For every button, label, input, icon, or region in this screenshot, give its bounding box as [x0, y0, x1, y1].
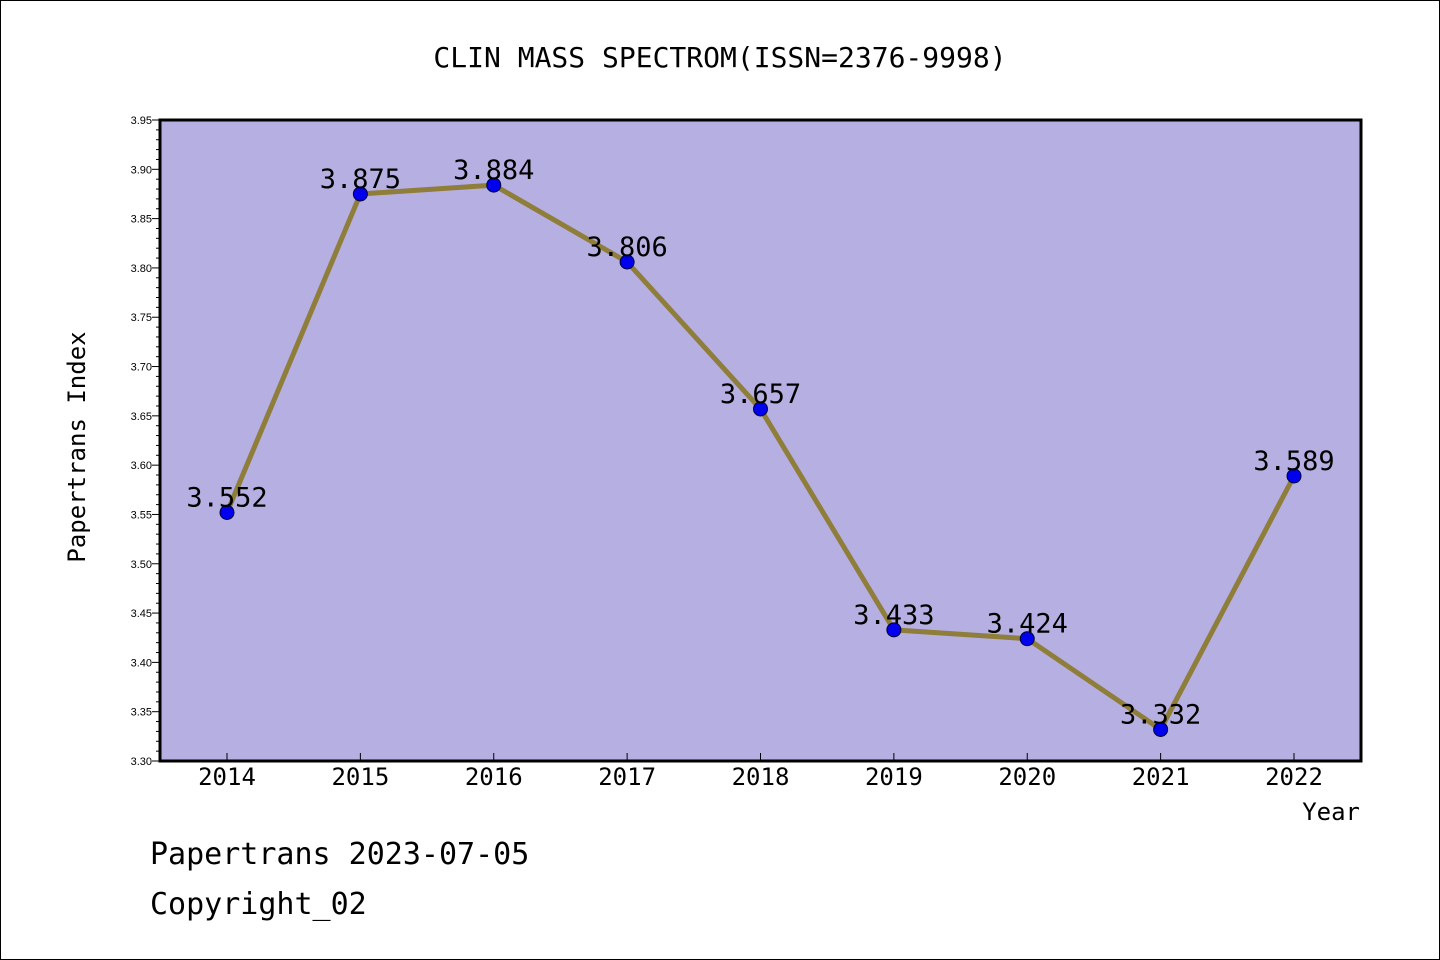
x-tick-label: 2021: [1132, 763, 1190, 791]
x-tick-label: 2020: [998, 763, 1056, 791]
chart-title: CLIN MASS SPECTROM(ISSN=2376-9998): [433, 41, 1006, 74]
y-tick-label: 3.85: [131, 214, 152, 226]
plot-area: [160, 120, 1361, 761]
y-tick-label: 3.30: [131, 756, 152, 768]
data-label: 3.589: [1253, 446, 1334, 477]
data-label: 3.433: [853, 600, 934, 631]
x-tick-label: 2016: [465, 763, 523, 791]
y-tick-label: 3.65: [131, 411, 152, 423]
data-label: 3.424: [987, 609, 1068, 640]
x-tick-label: 2018: [732, 763, 790, 791]
data-point: [886, 622, 902, 638]
y-tick-label: 3.70: [131, 362, 152, 374]
data-point: [352, 186, 368, 202]
data-point: [753, 401, 768, 417]
y-axis: 3.30 3.35 3.40 3.45 3.50 3.55 3.60 3.65 3.70 3.75…: [131, 115, 160, 768]
y-tick-label: 3.90: [131, 164, 152, 176]
data-point: [1019, 631, 1035, 647]
x-axis: 2014 2015 2016 2017 2018 2019 2020 2021 2022: [198, 753, 1323, 791]
y-tick-label: 3.50: [131, 559, 152, 571]
y-tick-label: 3.75: [131, 312, 152, 324]
y-tick-label: 3.40: [131, 657, 152, 669]
x-tick-label: 2022: [1265, 763, 1323, 791]
y-tick-label: 3.55: [131, 509, 152, 521]
series-layer: 3.552 3.875 3.884 3.806 3.657 3.433 3.424 3.332…: [186, 155, 1335, 737]
x-tick-label: 2019: [865, 763, 923, 791]
data-label: 3.884: [453, 155, 534, 186]
y-axis-label: Papertrans Index: [63, 331, 91, 562]
y-tick-label: 3.80: [131, 263, 152, 275]
data-label: 3.875: [320, 164, 401, 195]
data-point: [1286, 468, 1302, 484]
data-point: [619, 254, 635, 270]
data-label: 3.657: [720, 379, 801, 410]
x-tick-label: 2015: [331, 763, 389, 791]
data-point: [1153, 721, 1169, 737]
footer-copyright: Copyright_02: [150, 887, 367, 922]
data-point: [486, 177, 502, 193]
y-tick-label: 3.35: [131, 707, 152, 719]
y-tick-label: 3.95: [131, 115, 152, 127]
data-label: 3.332: [1120, 699, 1201, 730]
data-point: [219, 504, 235, 520]
footer-date: Papertrans 2023-07-05: [150, 837, 529, 872]
x-tick-label: 2017: [598, 763, 656, 791]
plot-border: [158, 118, 1363, 763]
y-tick-label: 3.60: [131, 460, 152, 472]
x-axis-label: Year: [1302, 798, 1360, 826]
y-tick-label: 3.45: [131, 608, 152, 620]
data-label: 3.806: [586, 232, 667, 263]
data-label: 3.552: [186, 482, 267, 513]
x-tick-label: 2014: [198, 763, 256, 791]
